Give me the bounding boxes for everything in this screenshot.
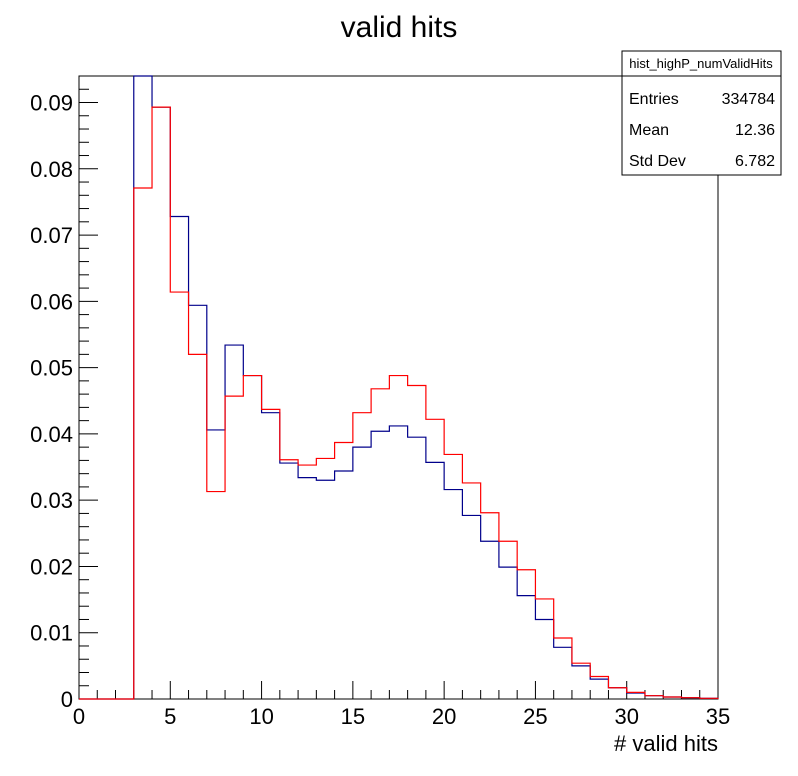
stats-entries-label: Entries (629, 91, 679, 108)
y-tick-label: 0.09 (30, 91, 73, 116)
stats-entries-value: 334784 (722, 91, 775, 108)
x-tick-label: 30 (614, 704, 638, 729)
stats-mean-value: 12.36 (735, 122, 775, 139)
x-tick-label: 5 (164, 704, 176, 729)
x-tick-label: 0 (73, 704, 85, 729)
x-axis-title: # valid hits (614, 731, 718, 756)
x-tick-label: 25 (523, 704, 547, 729)
stats-stddev-label: Std Dev (629, 153, 686, 170)
stats-stddev-value: 6.782 (735, 153, 775, 170)
chart-title: valid hits (341, 11, 458, 44)
x-tick-label: 10 (249, 704, 273, 729)
stats-box: hist_highP_numValidHits Entries 334784 M… (621, 50, 782, 176)
x-tick-label: 20 (432, 704, 456, 729)
series-layer (79, 75, 719, 700)
y-tick-label: 0.06 (30, 289, 73, 314)
stats-box-frame (621, 50, 782, 176)
histogram-series-1 (79, 106, 719, 700)
y-tick-label: 0.03 (30, 488, 73, 513)
stats-mean-label: Mean (629, 122, 669, 139)
y-tick-label: 0.01 (30, 621, 73, 646)
y-tick-label: 0 (61, 687, 73, 712)
y-tick-label: 0.02 (30, 554, 73, 579)
y-tick-label: 0.08 (30, 157, 73, 182)
x-tick-label: 35 (706, 704, 730, 729)
x-tick-label: 15 (341, 704, 365, 729)
plot-frame (78, 75, 719, 700)
stats-box-title: hist_highP_numValidHits (629, 56, 773, 71)
y-tick-label: 0.05 (30, 356, 73, 381)
y-tick-label: 0.04 (30, 422, 73, 447)
y-tick-label: 0.07 (30, 223, 73, 248)
axis-ticks: 0 5 10 15 20 25 30 35 0 0.01 0.02 0.03 0.04 0.05 0.06 0… (30, 75, 730, 729)
